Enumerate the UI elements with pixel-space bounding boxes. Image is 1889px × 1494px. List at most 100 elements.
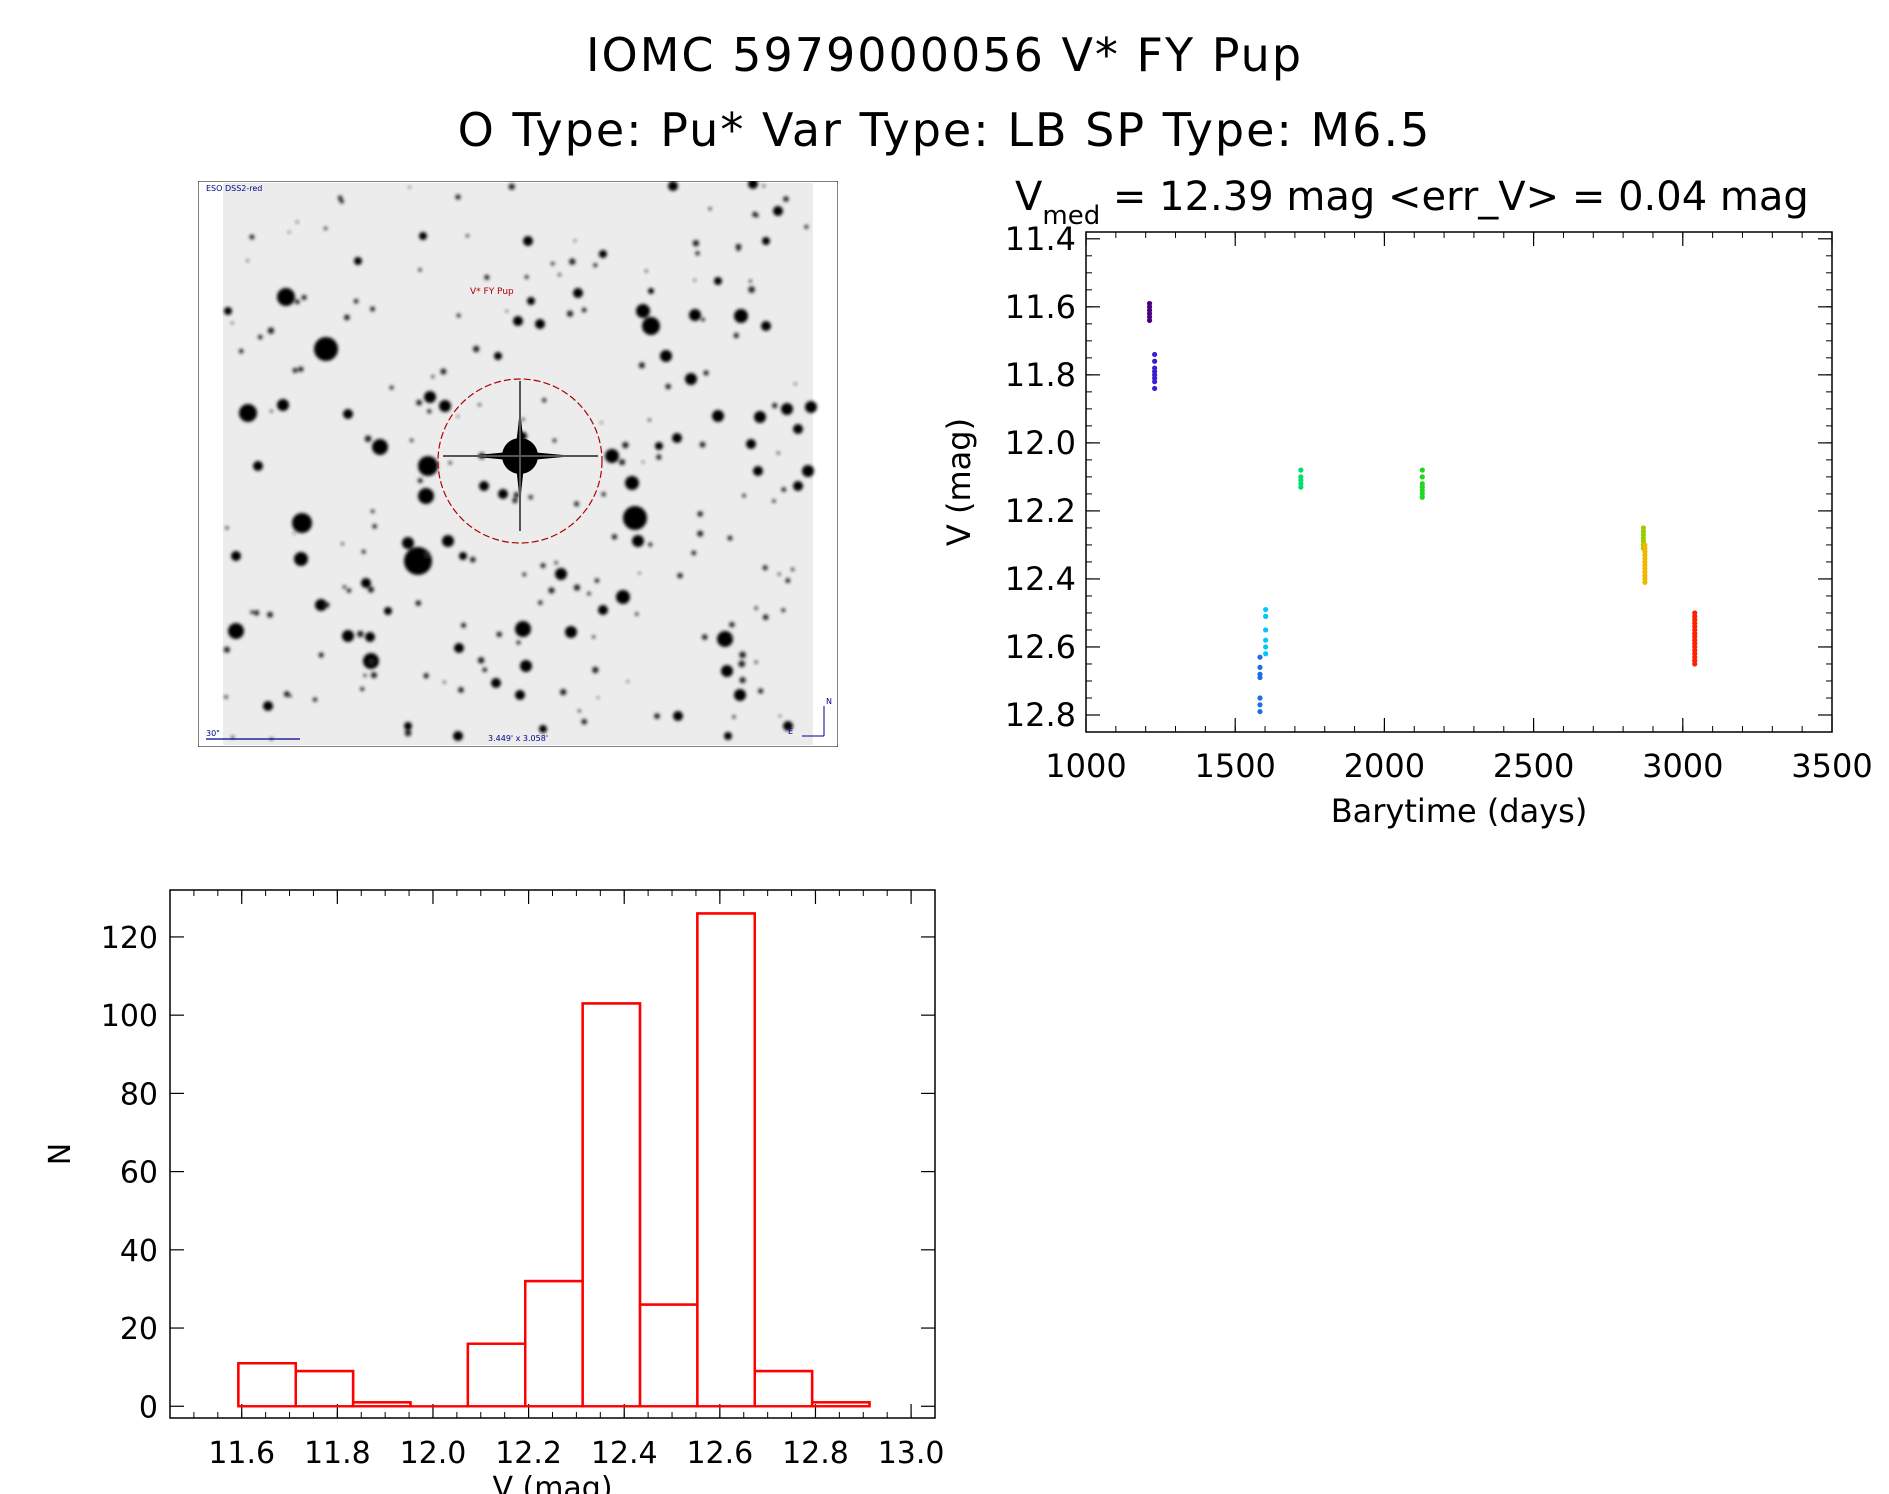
field-star	[283, 691, 290, 697]
field-star	[599, 250, 607, 258]
lc-point	[1257, 702, 1263, 708]
lc-point	[1263, 644, 1269, 650]
lc-axes: 1000 1500 2000 2500 3000 3500 11.4 11.6 11.8 12.0…	[940, 220, 1873, 830]
field-star	[802, 465, 814, 477]
field-star	[695, 251, 700, 256]
lc-point	[1152, 379, 1158, 385]
field-star	[594, 578, 600, 583]
field-star	[685, 373, 697, 385]
field-star	[781, 403, 793, 415]
hist-axes: 11.6 11.8 12.0 12.2 12.4 12.6 12.8 13.0 0 20 40 60 8…	[43, 889, 944, 1494]
field-star	[616, 590, 630, 604]
field-star	[565, 626, 577, 638]
field-star	[270, 409, 273, 413]
field-star	[623, 506, 647, 530]
fov-label: 3.449' x 3.058'	[488, 734, 548, 743]
field-star	[697, 530, 704, 537]
field-star	[224, 307, 232, 315]
field-star	[459, 552, 467, 560]
compass-icon: N E	[788, 697, 832, 737]
lc-point	[1419, 467, 1425, 473]
field-star	[539, 725, 547, 733]
field-star	[793, 424, 803, 434]
lc-point	[1419, 474, 1425, 480]
field-star	[734, 309, 748, 323]
lc-point	[1257, 708, 1263, 715]
field-star	[404, 547, 432, 575]
field-star	[288, 231, 291, 234]
light-curve-chart: Vmed = 12.39 mag <err_V> = 0.04 mag 1000…	[940, 174, 1873, 830]
field-star	[494, 352, 502, 360]
field-star	[343, 409, 353, 419]
field-star	[804, 224, 809, 229]
hist-bar	[753, 1369, 814, 1408]
field-star	[648, 288, 654, 294]
field-star	[419, 232, 427, 240]
field-star	[367, 586, 375, 593]
field-star	[409, 438, 414, 443]
lc-title-sub: med	[1042, 201, 1100, 231]
field-star	[246, 259, 249, 262]
lc-x-tick-label: 2000	[1344, 747, 1425, 785]
field-star	[431, 375, 435, 379]
hist-y-tick-label: 100	[101, 999, 158, 1034]
field-star	[712, 410, 724, 422]
field-star	[523, 236, 533, 246]
field-star	[453, 731, 463, 741]
field-star	[460, 622, 467, 628]
field-star	[357, 630, 364, 638]
field-star	[408, 186, 411, 189]
field-star	[573, 239, 577, 242]
field-star	[714, 277, 722, 285]
field-star	[598, 605, 608, 615]
field-star	[772, 499, 776, 503]
field-star	[277, 288, 295, 306]
field-star	[727, 535, 733, 541]
field-star	[724, 732, 732, 740]
lc-point	[1642, 579, 1648, 585]
field-star	[762, 565, 768, 571]
field-star	[733, 332, 739, 339]
lc-frame	[1085, 231, 1833, 733]
field-star	[638, 362, 645, 369]
lc-point	[1298, 467, 1304, 473]
lc-point	[1257, 695, 1263, 701]
field-star	[721, 665, 733, 677]
field-star	[263, 701, 273, 711]
field-star	[793, 481, 803, 491]
lc-point	[1419, 494, 1425, 500]
field-star	[672, 433, 682, 443]
field-star	[469, 556, 476, 563]
finder-chart-image: ESO DSS2-red V* FY Pup 30" 3.449' x 3.05…	[198, 181, 838, 747]
field-star	[776, 451, 780, 455]
lc-point	[1257, 674, 1263, 681]
field-star	[370, 509, 375, 514]
field-star	[701, 317, 705, 322]
lc-y-tick-label: 12.8	[1005, 696, 1076, 734]
field-star	[761, 321, 771, 331]
field-star	[778, 714, 782, 717]
lc-point	[1263, 637, 1269, 643]
field-star	[748, 286, 755, 293]
field-star	[324, 602, 330, 608]
field-star	[654, 713, 660, 719]
field-star	[762, 614, 769, 621]
hist-x-tick-label: 12.4	[591, 1436, 658, 1471]
histogram-chart: 11.6 11.8 12.0 12.2 12.4 12.6 12.8 13.0 0 20 40 60 8…	[43, 889, 944, 1494]
field-star	[574, 501, 580, 507]
field-star	[538, 600, 543, 605]
field-star	[342, 630, 354, 642]
lc-title: Vmed = 12.39 mag <err_V> = 0.04 mag	[1015, 174, 1809, 231]
lc-title-rest: = 12.39 mag <err_V> = 0.04 mag	[1100, 174, 1809, 220]
field-star	[292, 513, 312, 533]
field-star	[312, 697, 318, 702]
field-star	[577, 709, 581, 713]
lc-point	[1152, 351, 1158, 358]
field-star	[691, 550, 697, 556]
field-star	[569, 258, 576, 265]
hist-y-tick-label: 0	[139, 1390, 158, 1425]
field-star	[361, 549, 366, 554]
field-star	[372, 439, 388, 455]
field-star	[697, 511, 703, 517]
field-star	[418, 488, 434, 504]
